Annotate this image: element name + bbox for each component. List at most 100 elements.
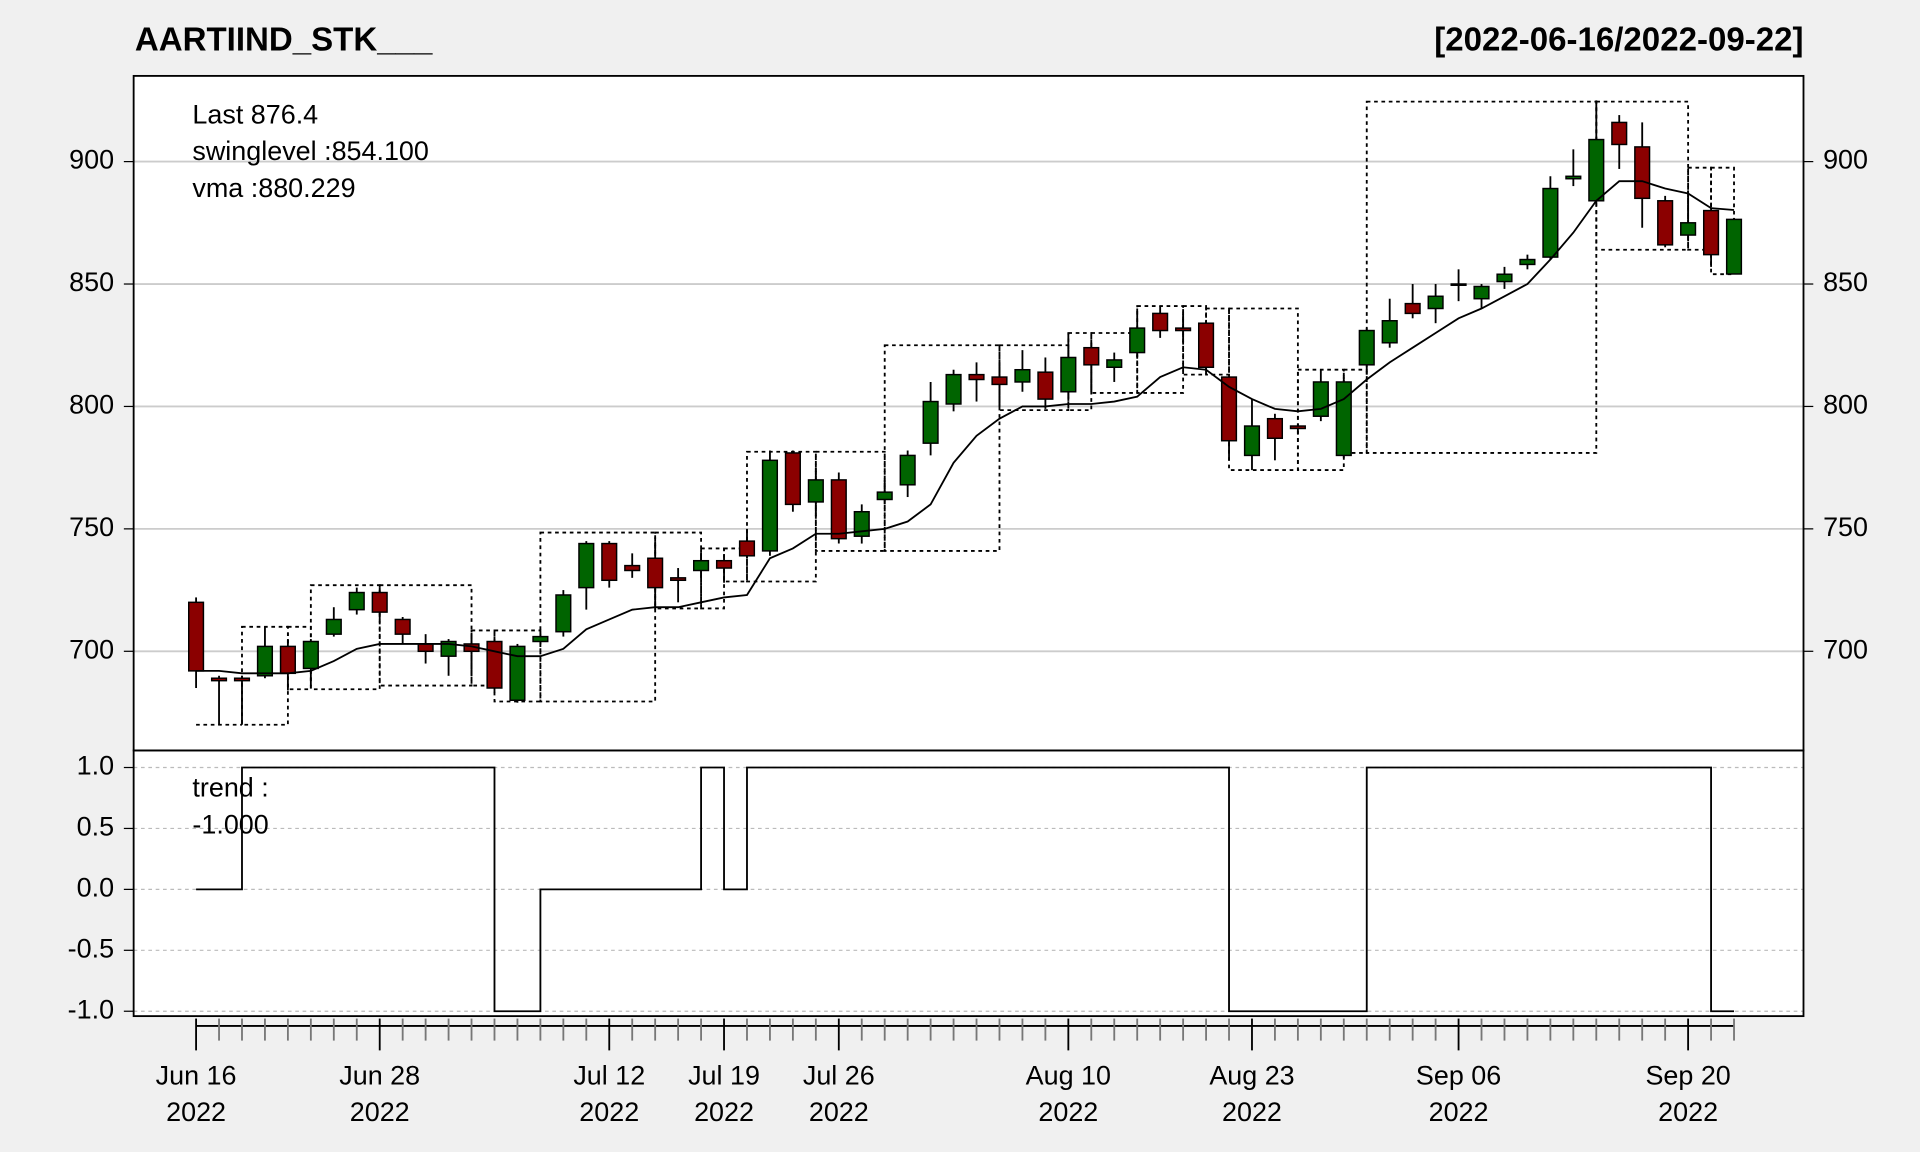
candle-body — [1588, 138, 1605, 202]
candle-body — [1060, 356, 1077, 393]
candle-body — [1634, 146, 1651, 200]
candle-body — [394, 618, 411, 635]
trend-line — [196, 766, 1735, 1013]
x-tick-label: Sep 06 2022 — [1416, 1060, 1501, 1127]
candle-body — [1611, 121, 1628, 146]
swing-box — [883, 344, 1001, 552]
candle-body — [807, 479, 824, 503]
candle-body — [1680, 222, 1697, 236]
y-tick-label: -0.5 — [68, 933, 114, 963]
candle-body — [532, 635, 549, 643]
candle-body — [509, 645, 526, 701]
candle-body — [325, 618, 342, 635]
candle-body — [1427, 295, 1444, 310]
candle-body — [830, 479, 847, 540]
candle-body — [279, 645, 296, 675]
candle-body — [876, 491, 893, 501]
candle-body — [555, 594, 572, 633]
candle-body — [188, 601, 205, 672]
y-tick-label: 0.5 — [77, 812, 114, 842]
y-tick-label: 0.0 — [77, 872, 114, 902]
candle-body — [1175, 327, 1192, 332]
candle-body — [1014, 368, 1031, 383]
y-tick-label: 1.0 — [77, 751, 114, 781]
trend-panel-border — [132, 749, 1805, 1018]
candle-body — [1404, 302, 1421, 315]
candle-body — [715, 559, 733, 569]
candle-body — [486, 640, 503, 689]
x-tick-label: Aug 10 2022 — [1026, 1060, 1111, 1127]
chart-title: AARTIIND_STK___ — [135, 21, 433, 58]
candle-body — [302, 640, 319, 670]
y-tick-label: 900 — [1823, 145, 1868, 175]
candle-body — [1243, 425, 1261, 457]
candle-body — [670, 577, 687, 582]
y-tick-label: 850 — [1823, 267, 1868, 297]
candle-body — [210, 677, 228, 682]
candle-body — [1129, 327, 1146, 354]
y-tick-label: 700 — [69, 634, 114, 664]
candle-body — [256, 645, 274, 677]
y-tick-label: 900 — [69, 145, 114, 175]
swing-box — [539, 531, 657, 703]
swing-box — [1365, 100, 1598, 454]
candle-body — [647, 557, 664, 589]
candle-body — [1542, 187, 1559, 258]
candle-body — [348, 591, 365, 611]
candle-body — [624, 564, 641, 572]
candle-body — [922, 400, 939, 444]
candle-body — [1152, 312, 1169, 332]
y-tick-label: 700 — [1823, 634, 1868, 664]
y-tick-label: 800 — [69, 390, 114, 420]
x-tick-label: Jul 19 2022 — [688, 1060, 760, 1127]
trend-legend: -1.000 — [192, 809, 268, 839]
candle-body — [1565, 175, 1582, 180]
candle-body — [1725, 218, 1743, 275]
candle-body — [1702, 209, 1720, 256]
candle-body — [1266, 417, 1284, 440]
y-tick-label: -1.0 — [68, 994, 114, 1024]
y-tick-label: 850 — [69, 267, 114, 297]
candle-body — [1106, 359, 1123, 369]
candle-body — [1083, 346, 1100, 366]
x-tick-label: Jun 16 2022 — [156, 1060, 237, 1127]
candle-body — [784, 452, 801, 506]
x-tick-label: Sep 20 2022 — [1645, 1060, 1730, 1127]
candle-body — [1037, 371, 1054, 400]
trend-legend: trend : — [192, 773, 268, 803]
candle-body — [991, 376, 1008, 386]
y-tick-label: 750 — [1823, 512, 1868, 542]
candle-body — [899, 454, 916, 486]
plot-area — [133, 75, 1804, 1017]
candle-body — [1358, 329, 1375, 366]
candle-body — [1220, 376, 1238, 442]
candle-body — [1197, 322, 1215, 369]
candle-body — [1496, 273, 1513, 283]
x-tick-label: Jun 28 2022 — [339, 1060, 420, 1127]
x-tick-label: Jul 26 2022 — [803, 1060, 875, 1127]
candle-body — [1289, 425, 1306, 430]
candle-body — [1450, 283, 1467, 286]
layer: 700 700 750 750 800 800 850 850 900 900 1.0 0.5 0.0 -… — [68, 99, 1868, 1127]
candle-body — [578, 542, 595, 589]
candle-body — [968, 373, 985, 381]
candle-body — [1519, 258, 1536, 266]
candle-body — [761, 459, 779, 552]
candle-body — [233, 677, 251, 682]
x-tick-label: Jul 12 2022 — [573, 1060, 645, 1127]
date-range: [2022-06-16/2022-09-22] — [1434, 21, 1803, 58]
candle-body — [692, 559, 710, 572]
legend-entry: Last 876.4 — [192, 99, 318, 129]
candle-body — [945, 373, 962, 405]
candle-body — [738, 540, 756, 557]
x-tick-label: Aug 23 2022 — [1209, 1060, 1294, 1127]
candle-body — [371, 591, 388, 613]
candle-body — [1381, 320, 1398, 344]
candle-body — [1312, 381, 1329, 417]
y-tick-label: 800 — [1823, 390, 1868, 420]
candle-body — [1657, 200, 1674, 246]
vma-line — [196, 180, 1735, 675]
legend-entry: vma :880.229 — [192, 173, 355, 203]
candle-body — [1335, 381, 1352, 457]
